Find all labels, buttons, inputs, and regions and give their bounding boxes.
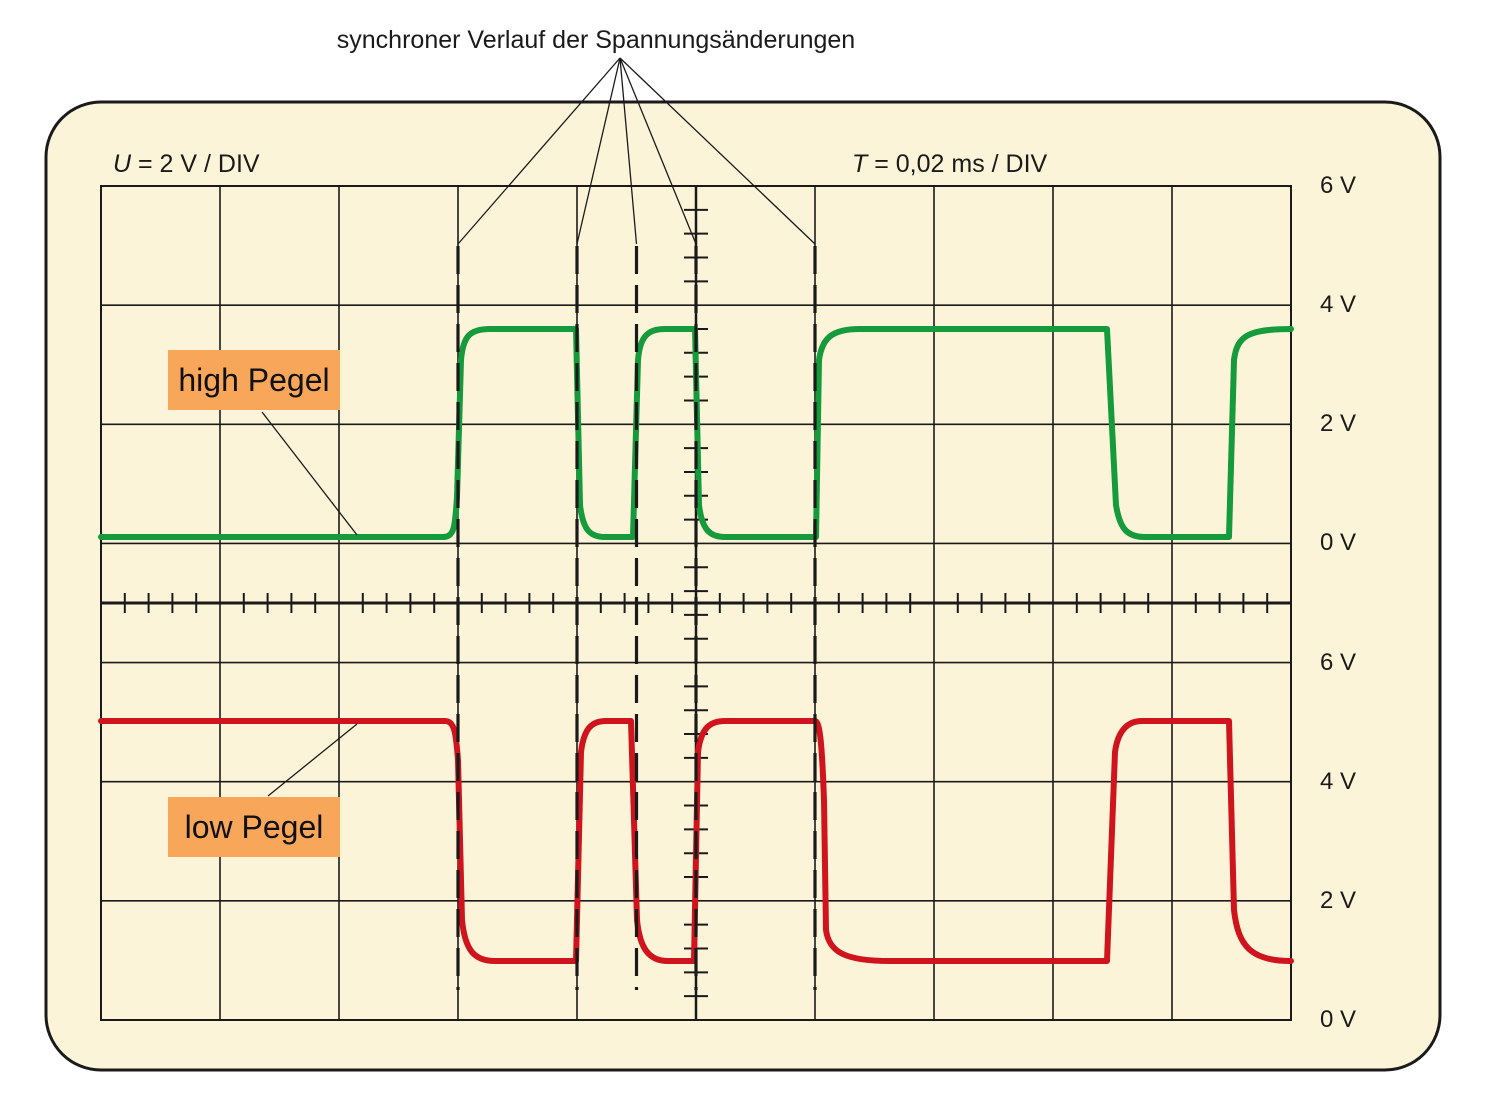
upper-axis-label-0v: 0 V bbox=[1320, 529, 1356, 556]
upper-axis-label-2v: 2 V bbox=[1320, 410, 1356, 437]
low-level-trace bbox=[98, 718, 1294, 964]
lower-axis-label-6v: 6 V bbox=[1320, 649, 1356, 676]
leader-line bbox=[457, 57, 621, 245]
high-level-callout: high Pegel bbox=[168, 350, 340, 410]
oscilloscope-screen bbox=[44, 100, 1442, 1072]
leader-line bbox=[619, 57, 638, 245]
sync-dashed-lines bbox=[456, 246, 817, 990]
lower-axis-label-2v: 2 V bbox=[1320, 887, 1356, 914]
voltage-scale-label: U = 2 V / DIV bbox=[113, 150, 260, 178]
time-scale-label: T = 0,02 ms / DIV bbox=[852, 150, 1048, 178]
high-callout-leader bbox=[261, 411, 358, 536]
leader-line bbox=[619, 57, 697, 245]
upper-axis-label-4v: 4 V bbox=[1320, 291, 1356, 318]
low-callout-leader bbox=[267, 723, 358, 797]
leader-line bbox=[576, 57, 621, 245]
lower-axis-label-0v: 0 V bbox=[1320, 1006, 1356, 1033]
sync-annotation: synchroner Verlauf der Spannungsänderung… bbox=[337, 26, 855, 54]
leader-line bbox=[619, 57, 816, 245]
lower-axis-label-4v: 4 V bbox=[1320, 768, 1356, 795]
upper-axis-label-6v: 6 V bbox=[1320, 172, 1356, 199]
annotation-leader-lines bbox=[457, 57, 816, 245]
low-level-callout: low Pegel bbox=[168, 797, 340, 857]
